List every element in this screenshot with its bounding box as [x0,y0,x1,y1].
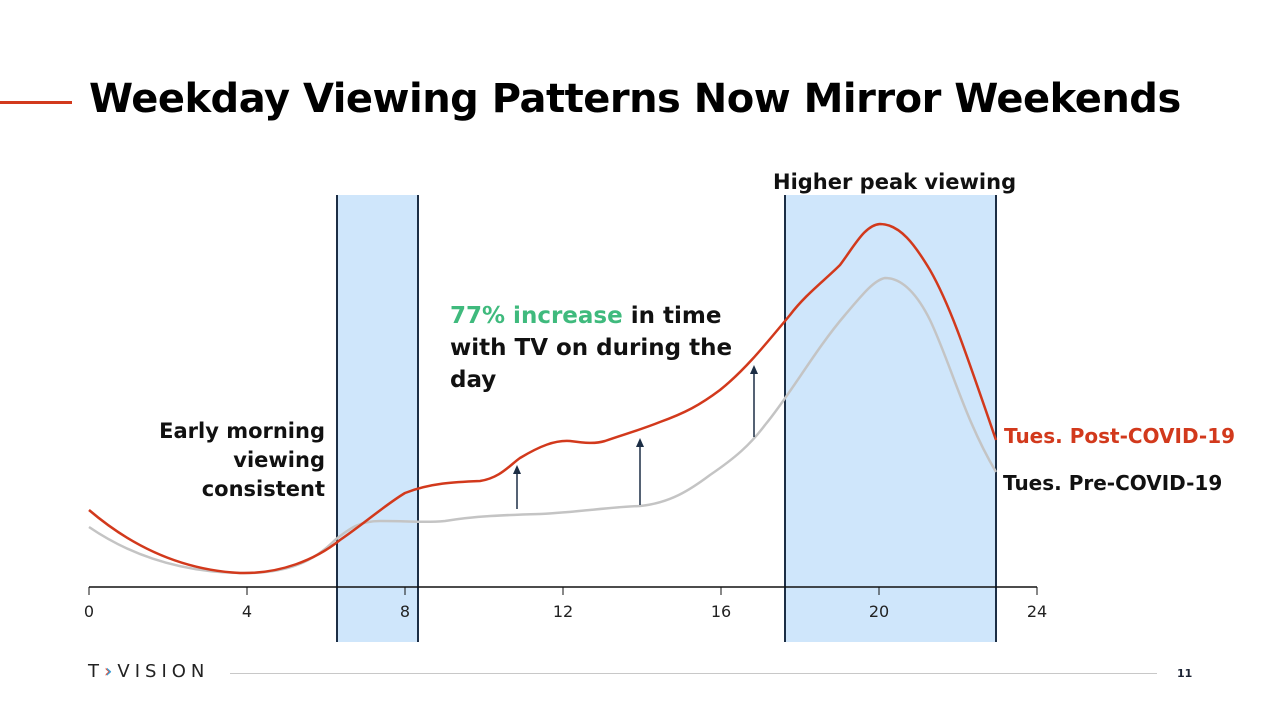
page-title: Weekday Viewing Patterns Now Mirror Week… [89,76,1181,122]
annotation-early-morning: Early morning viewing consistent [120,417,325,504]
x-tick-0: 0 [84,602,94,621]
x-tick-8: 8 [400,602,410,621]
band-early-morning [337,195,418,642]
logo-text: VISION [117,661,210,682]
tvision-logo: T››VISION [88,661,209,682]
footer-divider [230,673,1157,674]
annotation-line: Early morning [159,419,325,443]
arrow-up-icon [636,438,644,447]
x-tick-24: 24 [1027,602,1047,621]
x-tick-16: 16 [711,602,731,621]
arrow-up-icon [513,465,521,474]
x-axis: 0 4 8 12 16 20 24 [84,586,1047,621]
annotation-text: day [450,367,497,393]
annotation-line: viewing [233,448,325,472]
chevron-icon: › [105,661,118,682]
legend-post-covid: Tues. Post-COVID-19 [1004,424,1236,448]
page-number: 11 [1177,667,1193,680]
increase-arrows [513,365,758,509]
annotation-line: consistent [201,477,325,501]
annotation-increase: 77% increase in time with TV on during t… [450,300,750,396]
x-tick-4: 4 [242,602,252,621]
annotation-peak: Higher peak viewing [773,170,1017,194]
annotation-text: with TV on during the [450,335,733,361]
logo-text: T [88,661,104,682]
band-peak [785,195,996,642]
annotation-text: in time [622,303,722,329]
x-tick-12: 12 [553,602,573,621]
x-tick-20: 20 [869,602,889,621]
title-accent-rule [0,101,72,104]
arrow-up-icon [750,365,758,374]
series-post-covid-line [88,222,998,575]
legend-pre-covid: Tues. Pre-COVID-19 [1003,471,1223,495]
increase-highlight: 77% increase [450,303,623,329]
